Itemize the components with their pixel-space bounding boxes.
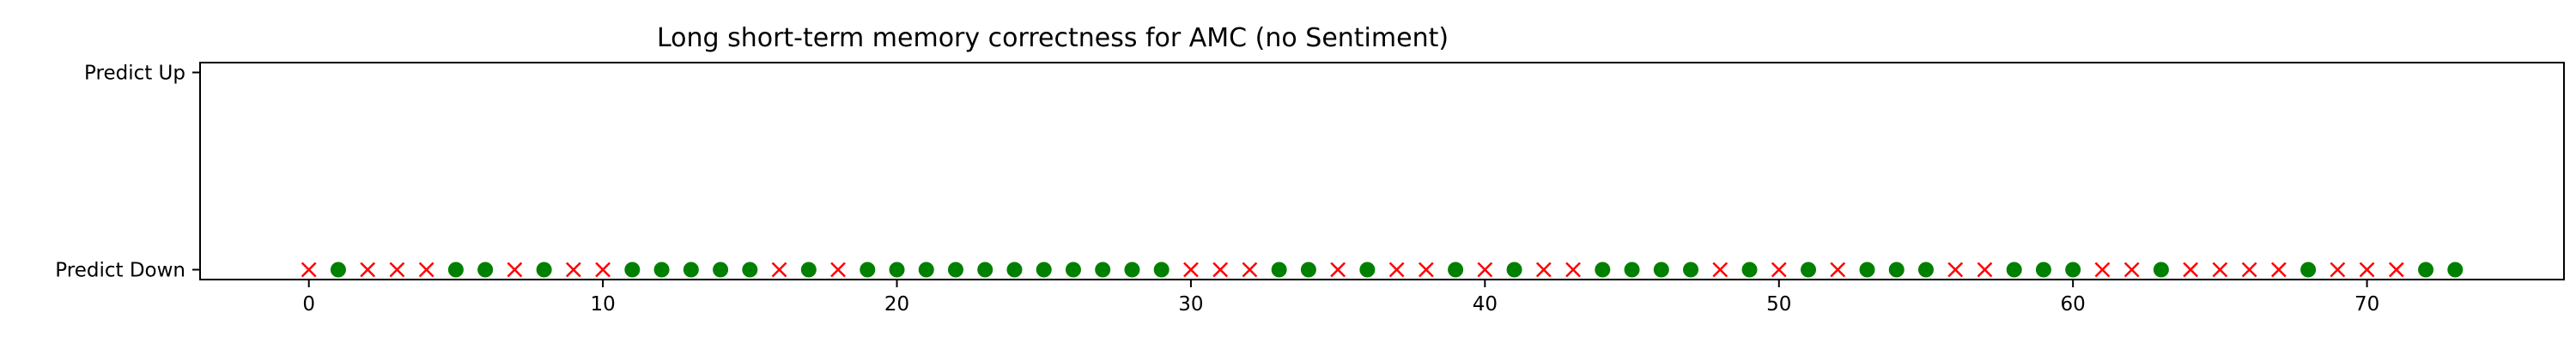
- incorrect-point: [2270, 262, 2287, 278]
- correct-point: [1506, 262, 1522, 278]
- incorrect-point: [1212, 262, 1229, 278]
- incorrect-point: [1242, 262, 1258, 278]
- correct-point: [918, 262, 934, 278]
- chart-title: Long short-term memory correctness for A…: [657, 23, 1449, 53]
- correct-point: [2153, 262, 2169, 278]
- correct-point: [536, 262, 552, 278]
- correct-point: [2300, 262, 2317, 278]
- incorrect-point: [2212, 262, 2228, 278]
- correct-point: [742, 262, 758, 278]
- incorrect-point: [830, 262, 846, 278]
- incorrect-point: [389, 262, 405, 278]
- correct-point: [2447, 262, 2464, 278]
- incorrect-point: [1477, 262, 1493, 278]
- incorrect-point: [2330, 262, 2346, 278]
- x-tick-label: 20: [884, 293, 909, 316]
- correct-point: [1359, 262, 1376, 278]
- correct-point: [477, 262, 494, 278]
- incorrect-point: [1830, 262, 1846, 278]
- correct-point: [948, 262, 964, 278]
- incorrect-point: [301, 262, 317, 278]
- incorrect-point: [1947, 262, 1964, 278]
- correct-point: [713, 262, 729, 278]
- data-markers: [301, 262, 2464, 278]
- incorrect-point: [565, 262, 581, 278]
- incorrect-point: [1183, 262, 1199, 278]
- correct-point: [1300, 262, 1316, 278]
- x-tick-label: 0: [302, 293, 315, 316]
- correct-point: [1271, 262, 1287, 278]
- correct-point: [1124, 262, 1140, 278]
- incorrect-point: [1565, 262, 1581, 278]
- correct-point: [1917, 262, 1934, 278]
- x-tick-label: 10: [590, 293, 615, 316]
- x-axis: 0 10 20 30 40 50 60 70: [302, 280, 2379, 316]
- correct-point: [1624, 262, 1640, 278]
- incorrect-point: [2241, 262, 2257, 278]
- correct-point: [447, 262, 464, 278]
- incorrect-point: [1771, 262, 1787, 278]
- correct-point: [1448, 262, 1464, 278]
- x-tick-label: 40: [1473, 293, 1498, 316]
- y-axis: Predict Down Predict Up: [55, 63, 200, 282]
- incorrect-point: [1712, 262, 1728, 278]
- correct-point: [2035, 262, 2051, 278]
- x-tick-label: 70: [2354, 293, 2379, 316]
- correct-point: [653, 262, 670, 278]
- incorrect-point: [595, 262, 611, 278]
- incorrect-point: [2359, 262, 2375, 278]
- incorrect-point: [1418, 262, 1434, 278]
- correct-point: [1065, 262, 1081, 278]
- correct-point: [2006, 262, 2022, 278]
- correct-point: [330, 262, 346, 278]
- incorrect-point: [1388, 262, 1405, 278]
- incorrect-point: [360, 262, 376, 278]
- correct-point: [683, 262, 699, 278]
- correct-point: [889, 262, 905, 278]
- incorrect-point: [1977, 262, 1993, 278]
- correct-point: [1036, 262, 1052, 278]
- correct-point: [2418, 262, 2434, 278]
- correct-point: [1095, 262, 1111, 278]
- correct-point: [1888, 262, 1905, 278]
- x-tick-label: 30: [1178, 293, 1203, 316]
- correct-point: [977, 262, 993, 278]
- correct-point: [624, 262, 641, 278]
- correct-point: [1741, 262, 1758, 278]
- correct-point: [1859, 262, 1875, 278]
- correct-point: [1153, 262, 1170, 278]
- incorrect-point: [507, 262, 523, 278]
- incorrect-point: [1330, 262, 1346, 278]
- incorrect-point: [2123, 262, 2140, 278]
- incorrect-point: [2183, 262, 2199, 278]
- correct-point: [1653, 262, 1669, 278]
- correct-point: [1683, 262, 1699, 278]
- correct-point: [860, 262, 876, 278]
- y-tick-label: Predict Down: [55, 260, 185, 282]
- correct-point: [800, 262, 817, 278]
- x-tick-label: 50: [1766, 293, 1791, 316]
- y-tick-label: Predict Up: [84, 63, 185, 85]
- incorrect-point: [418, 262, 434, 278]
- correct-point: [1595, 262, 1611, 278]
- incorrect-point: [771, 262, 787, 278]
- correct-point: [2065, 262, 2081, 278]
- correct-point: [1006, 262, 1023, 278]
- incorrect-point: [2388, 262, 2404, 278]
- x-tick-label: 60: [2061, 293, 2086, 316]
- plot-area-frame: [199, 62, 2565, 280]
- incorrect-point: [1535, 262, 1552, 278]
- incorrect-point: [2094, 262, 2111, 278]
- correct-point: [1800, 262, 1816, 278]
